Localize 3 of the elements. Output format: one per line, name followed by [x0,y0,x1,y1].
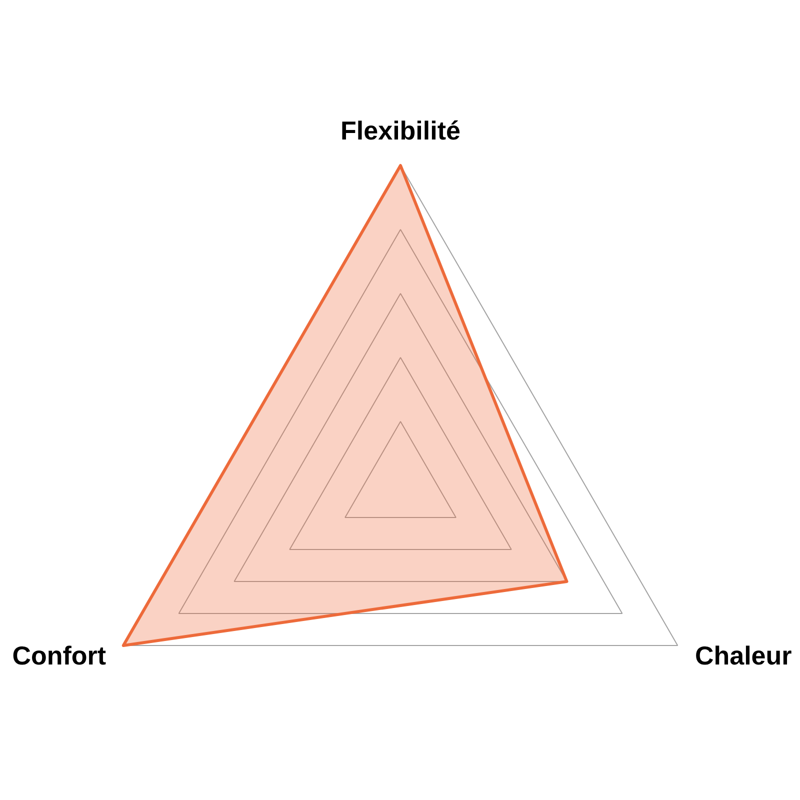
spoke-label: Flexibilité [340,116,460,146]
spoke-label: Confort [12,640,106,670]
spoke-label: Chaleur [694,640,792,670]
